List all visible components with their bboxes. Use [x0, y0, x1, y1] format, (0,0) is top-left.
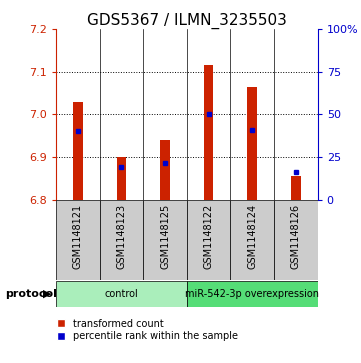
Bar — [187, 200, 230, 280]
Legend: transformed count, percentile rank within the sample: transformed count, percentile rank withi… — [57, 319, 238, 341]
Bar — [56, 281, 187, 307]
Bar — [73, 102, 83, 200]
Bar — [143, 200, 187, 280]
Title: GDS5367 / ILMN_3235503: GDS5367 / ILMN_3235503 — [87, 13, 287, 29]
Text: miR-542-3p overexpression: miR-542-3p overexpression — [185, 289, 319, 299]
Bar — [56, 200, 100, 280]
Text: GSM1148124: GSM1148124 — [247, 204, 257, 269]
Text: GSM1148122: GSM1148122 — [204, 204, 214, 269]
Bar — [247, 87, 257, 200]
Bar — [291, 176, 301, 200]
Bar — [274, 200, 318, 280]
Bar — [117, 157, 126, 200]
Text: protocol: protocol — [5, 289, 57, 299]
Text: GSM1148125: GSM1148125 — [160, 204, 170, 269]
Bar — [100, 200, 143, 280]
Text: ▶: ▶ — [43, 289, 51, 299]
Text: GSM1148123: GSM1148123 — [116, 204, 126, 269]
Bar — [204, 65, 213, 200]
Bar — [230, 200, 274, 280]
Text: control: control — [105, 289, 138, 299]
Text: GSM1148121: GSM1148121 — [73, 204, 83, 269]
Bar — [160, 140, 170, 200]
Bar — [187, 281, 318, 307]
Text: GSM1148126: GSM1148126 — [291, 204, 301, 269]
